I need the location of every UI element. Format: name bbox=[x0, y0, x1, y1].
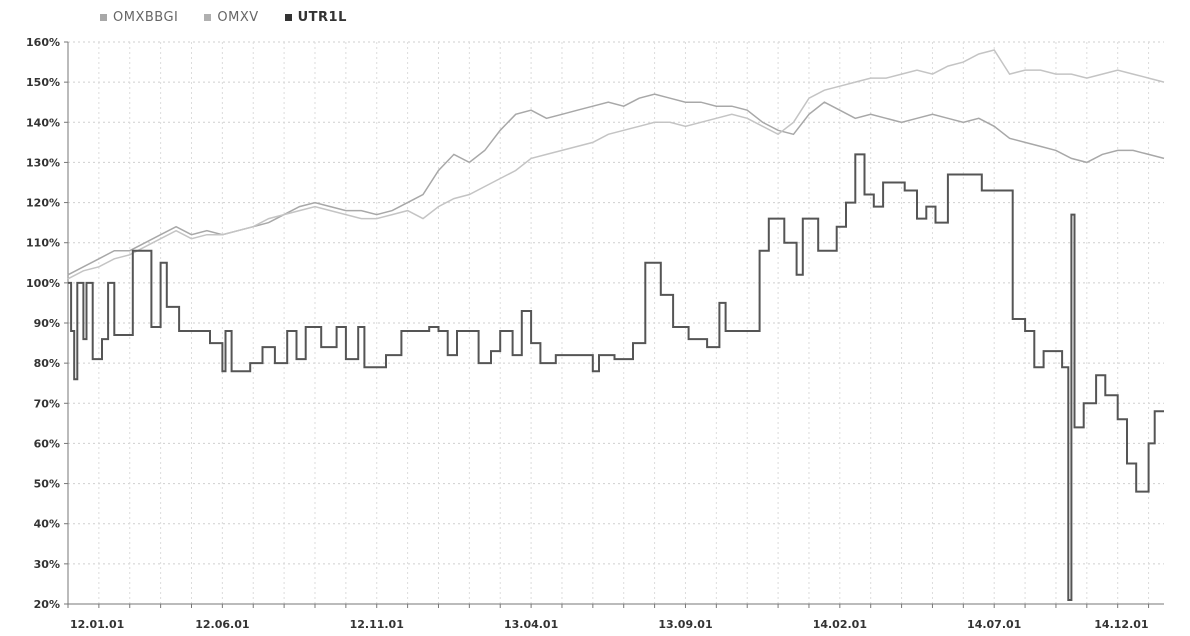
series-line-utr1l bbox=[68, 153, 1164, 601]
x-tick-label: 13.04.01 bbox=[504, 618, 558, 631]
x-tick-label: 12.11.01 bbox=[350, 618, 404, 631]
y-tick-label: 20% bbox=[34, 598, 60, 611]
x-tick-label: 13.09.01 bbox=[658, 618, 712, 631]
y-tick-label: 120% bbox=[26, 197, 60, 210]
y-tick-label: 130% bbox=[26, 156, 60, 169]
grid bbox=[67, 41, 1164, 605]
y-tick-label: 70% bbox=[34, 397, 60, 410]
y-tick-label: 30% bbox=[34, 558, 60, 571]
legend-swatch-omxbbgi bbox=[100, 14, 107, 21]
legend-item-omxbbgi: OMXBBGI bbox=[100, 10, 178, 25]
y-tick-label: 80% bbox=[34, 357, 60, 370]
x-tick-label: 14.02.01 bbox=[813, 618, 867, 631]
legend-label-omxv: OMXV bbox=[217, 10, 259, 25]
x-tick-label: 12.01.01 bbox=[70, 618, 124, 631]
legend-item-utr1l: UTR1L bbox=[284, 10, 347, 25]
x-tick-label: 14.12.01 bbox=[1094, 618, 1148, 631]
y-tick-label: 160% bbox=[26, 36, 60, 49]
series-layer bbox=[67, 49, 1165, 601]
legend: OMXBBGI OMXV UTR1L bbox=[100, 10, 347, 25]
y-tick-label: 110% bbox=[26, 237, 60, 250]
series-line-omxv bbox=[67, 49, 1165, 280]
y-tick-label: 60% bbox=[34, 437, 60, 450]
x-tick-label: 14.07.01 bbox=[967, 618, 1021, 631]
legend-label-utr1l: UTR1L bbox=[297, 10, 347, 25]
y-tick-label: 100% bbox=[26, 277, 60, 290]
y-tick-label: 90% bbox=[34, 317, 60, 330]
legend-item-omxv: OMXV bbox=[204, 10, 258, 25]
legend-label-omxbbgi: OMXBBGI bbox=[113, 10, 179, 25]
y-tick-label: 40% bbox=[34, 518, 60, 531]
tick-labels: 20% 30% 40% 50% 60% 70% 80% 90% 100% 110% 120% 130%… bbox=[26, 36, 1149, 631]
x-tick-label: 12.06.01 bbox=[195, 618, 249, 631]
y-tick-label: 50% bbox=[34, 478, 60, 491]
legend-swatch-omxv bbox=[204, 14, 212, 21]
y-tick-label: 140% bbox=[26, 116, 60, 129]
legend-swatch-utr1l bbox=[284, 14, 292, 21]
y-tick-label: 150% bbox=[26, 76, 60, 89]
axes bbox=[64, 41, 1164, 608]
series-line-omxbbgi bbox=[67, 93, 1165, 276]
